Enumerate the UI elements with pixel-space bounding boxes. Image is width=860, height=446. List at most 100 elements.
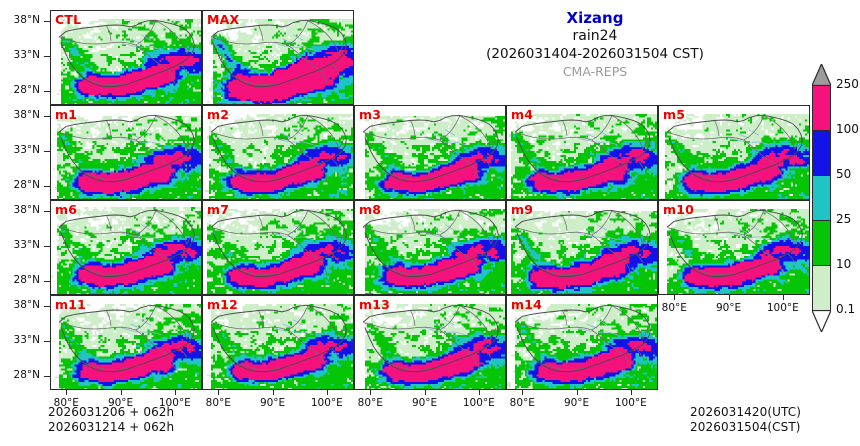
colorbar-band-25	[813, 221, 830, 266]
x-axis-label: 90°E	[107, 397, 134, 409]
map-panel-m1[interactable]: m1	[50, 105, 202, 200]
y-axis-tick	[44, 375, 50, 377]
panel-label-m3: m3	[359, 107, 382, 122]
x-axis-tick	[272, 390, 274, 395]
panel-label-m6: m6	[55, 202, 78, 217]
map-panel-m4[interactable]: m4	[506, 105, 658, 200]
map-panel-m8[interactable]: m8	[354, 200, 506, 295]
y-axis-label: 28°N	[13, 178, 40, 191]
colorbar-under-arrow-outline	[812, 310, 831, 332]
colorbar-band-50	[813, 176, 830, 221]
x-axis-label: 100°E	[614, 397, 647, 409]
y-axis-label: 28°N	[13, 368, 40, 381]
precipitation-field	[204, 208, 353, 294]
x-axis-tick	[120, 390, 122, 395]
panel-label-m9: m9	[511, 202, 534, 217]
panel-label-m2: m2	[207, 107, 230, 122]
x-axis-label: 80°E	[357, 397, 383, 409]
x-axis-label: 100°E	[310, 397, 343, 409]
colorbar-bands	[812, 85, 831, 311]
x-axis-label: 80°E	[205, 397, 231, 409]
colorbar-label-10: 10	[836, 257, 852, 271]
footer-right-line-2: 2026031504(CST)	[690, 419, 801, 434]
colorbar-label-250: 250	[836, 77, 859, 91]
footer-left-line-2: 2026031214 + 062h	[48, 419, 175, 434]
x-axis-tick	[630, 390, 632, 395]
colorbar-label-50: 50	[836, 167, 852, 181]
precipitation-field	[206, 303, 353, 389]
panel-label-m8: m8	[359, 202, 382, 217]
y-axis-label: 33°N	[13, 333, 40, 346]
precipitation-field	[204, 113, 353, 199]
colorbar-label-25: 25	[836, 212, 852, 226]
x-axis-label: 100°E	[462, 397, 495, 409]
y-axis-label: 38°N	[13, 298, 40, 311]
figure-title-block: Xizang rain24 (2026031404-2026031504 CST…	[430, 10, 760, 80]
x-axis-tick	[674, 295, 676, 300]
x-axis-tick	[522, 390, 524, 395]
y-axis-tick	[44, 245, 50, 247]
map-panel-m5[interactable]: m5	[658, 105, 810, 200]
y-axis-tick	[44, 210, 50, 212]
title-model: CMA-REPS	[562, 64, 628, 79]
precipitation-field	[666, 208, 809, 294]
x-axis-tick	[66, 390, 68, 395]
y-axis-label: 38°N	[13, 108, 40, 121]
x-axis-tick	[370, 390, 372, 395]
y-axis-tick	[44, 340, 50, 342]
colorbar-band-10	[813, 266, 830, 311]
map-panel-max[interactable]: MAX	[202, 10, 354, 105]
y-axis-tick	[44, 115, 50, 117]
map-panel-m13[interactable]: m13	[354, 295, 506, 390]
y-axis-label: 38°N	[13, 13, 40, 26]
y-axis-tick	[44, 280, 50, 282]
x-axis-tick	[728, 295, 730, 300]
x-axis-tick	[326, 390, 328, 395]
precipitation-field	[510, 209, 657, 294]
y-axis-tick	[44, 150, 50, 152]
precipitation-field	[52, 114, 201, 199]
panel-label-m12: m12	[207, 297, 239, 312]
y-axis-label: 38°N	[13, 203, 40, 216]
footer-left-line-1: 2026031206 + 062h	[48, 405, 175, 419]
map-panel-m12[interactable]: m12	[202, 295, 354, 390]
map-panel-m9[interactable]: m9	[506, 200, 658, 295]
y-axis-tick	[44, 90, 50, 92]
panel-label-m7: m7	[207, 202, 230, 217]
colorbar-label-0-1: 0.1	[836, 302, 856, 316]
map-panel-m7[interactable]: m7	[202, 200, 354, 295]
colorbar-label-100: 100	[836, 122, 859, 136]
y-axis-label: 33°N	[13, 143, 40, 156]
panel-label-ctl: CTL	[55, 12, 82, 27]
map-panel-m10[interactable]: m10	[658, 200, 810, 295]
panel-label-m1: m1	[55, 107, 78, 122]
precipitation-field	[660, 113, 809, 199]
colorbar-over-arrow-outline	[812, 64, 831, 86]
panel-label-m5: m5	[663, 107, 686, 122]
colorbar-under-arrow	[812, 310, 831, 331]
precipitation-field	[362, 114, 505, 199]
panel-label-m11: m11	[55, 297, 87, 312]
colorbar-over-arrow	[812, 64, 831, 85]
map-panel-m3[interactable]: m3	[354, 105, 506, 200]
map-panel-m2[interactable]: m2	[202, 105, 354, 200]
x-axis-label: 90°E	[563, 397, 590, 409]
panel-label-m14: m14	[511, 297, 543, 312]
x-axis-label: 90°E	[715, 302, 742, 314]
precipitation-field	[206, 18, 353, 104]
map-panel-m11[interactable]: m11	[50, 295, 202, 390]
x-axis-label: 80°E	[661, 302, 687, 314]
x-axis-tick	[174, 390, 176, 395]
y-axis-tick	[44, 185, 50, 187]
x-axis-tick	[424, 390, 426, 395]
colorbar-band-100	[813, 131, 830, 176]
footer-valid-times: 2026031420(UTC) 2026031504(CST)	[690, 405, 801, 434]
x-axis-label: 80°E	[509, 397, 535, 409]
x-axis-tick	[576, 390, 578, 395]
map-panel-m6[interactable]: m6	[50, 200, 202, 295]
y-axis-tick	[44, 55, 50, 57]
map-panel-m14[interactable]: m14	[506, 295, 658, 390]
map-panel-ctl[interactable]: CTL	[50, 10, 202, 105]
panel-label-m4: m4	[511, 107, 534, 122]
